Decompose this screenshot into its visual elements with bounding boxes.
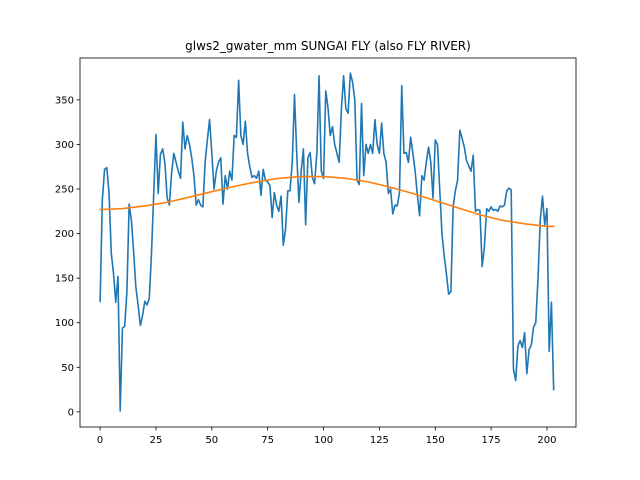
- y-tick-label: 100: [55, 318, 74, 329]
- series-line-1: [99, 72, 555, 412]
- x-tick-label: 0: [97, 435, 103, 446]
- x-tick-label: 25: [150, 435, 163, 446]
- x-axis: 0 25 50 75 100 125 150 175 200: [97, 427, 557, 446]
- y-axis: 0 50 100 150 200 250 300 350: [55, 95, 80, 418]
- series-layer: [99, 72, 555, 412]
- x-tick-label: 150: [426, 435, 445, 446]
- y-tick-label: 150: [55, 274, 74, 285]
- series-line-2: [99, 175, 555, 228]
- plot-area: [80, 58, 576, 427]
- x-tick-label: 175: [482, 435, 501, 446]
- axes-frame: [79, 57, 577, 428]
- chart-title: glws2_gwater_mm SUNGAI FLY (also FLY RIV…: [185, 39, 471, 53]
- y-tick-label: 350: [55, 95, 74, 106]
- y-tick-label: 200: [55, 229, 74, 240]
- x-tick-label: 200: [537, 435, 556, 446]
- y-tick-label: 50: [61, 363, 74, 374]
- x-tick-label: 50: [205, 435, 218, 446]
- x-tick-label: 100: [314, 435, 333, 446]
- x-tick-label: 125: [370, 435, 389, 446]
- y-tick-label: 250: [55, 185, 74, 196]
- y-tick-label: 300: [55, 140, 74, 151]
- x-tick-label: 75: [261, 435, 274, 446]
- y-tick-label: 0: [68, 407, 74, 418]
